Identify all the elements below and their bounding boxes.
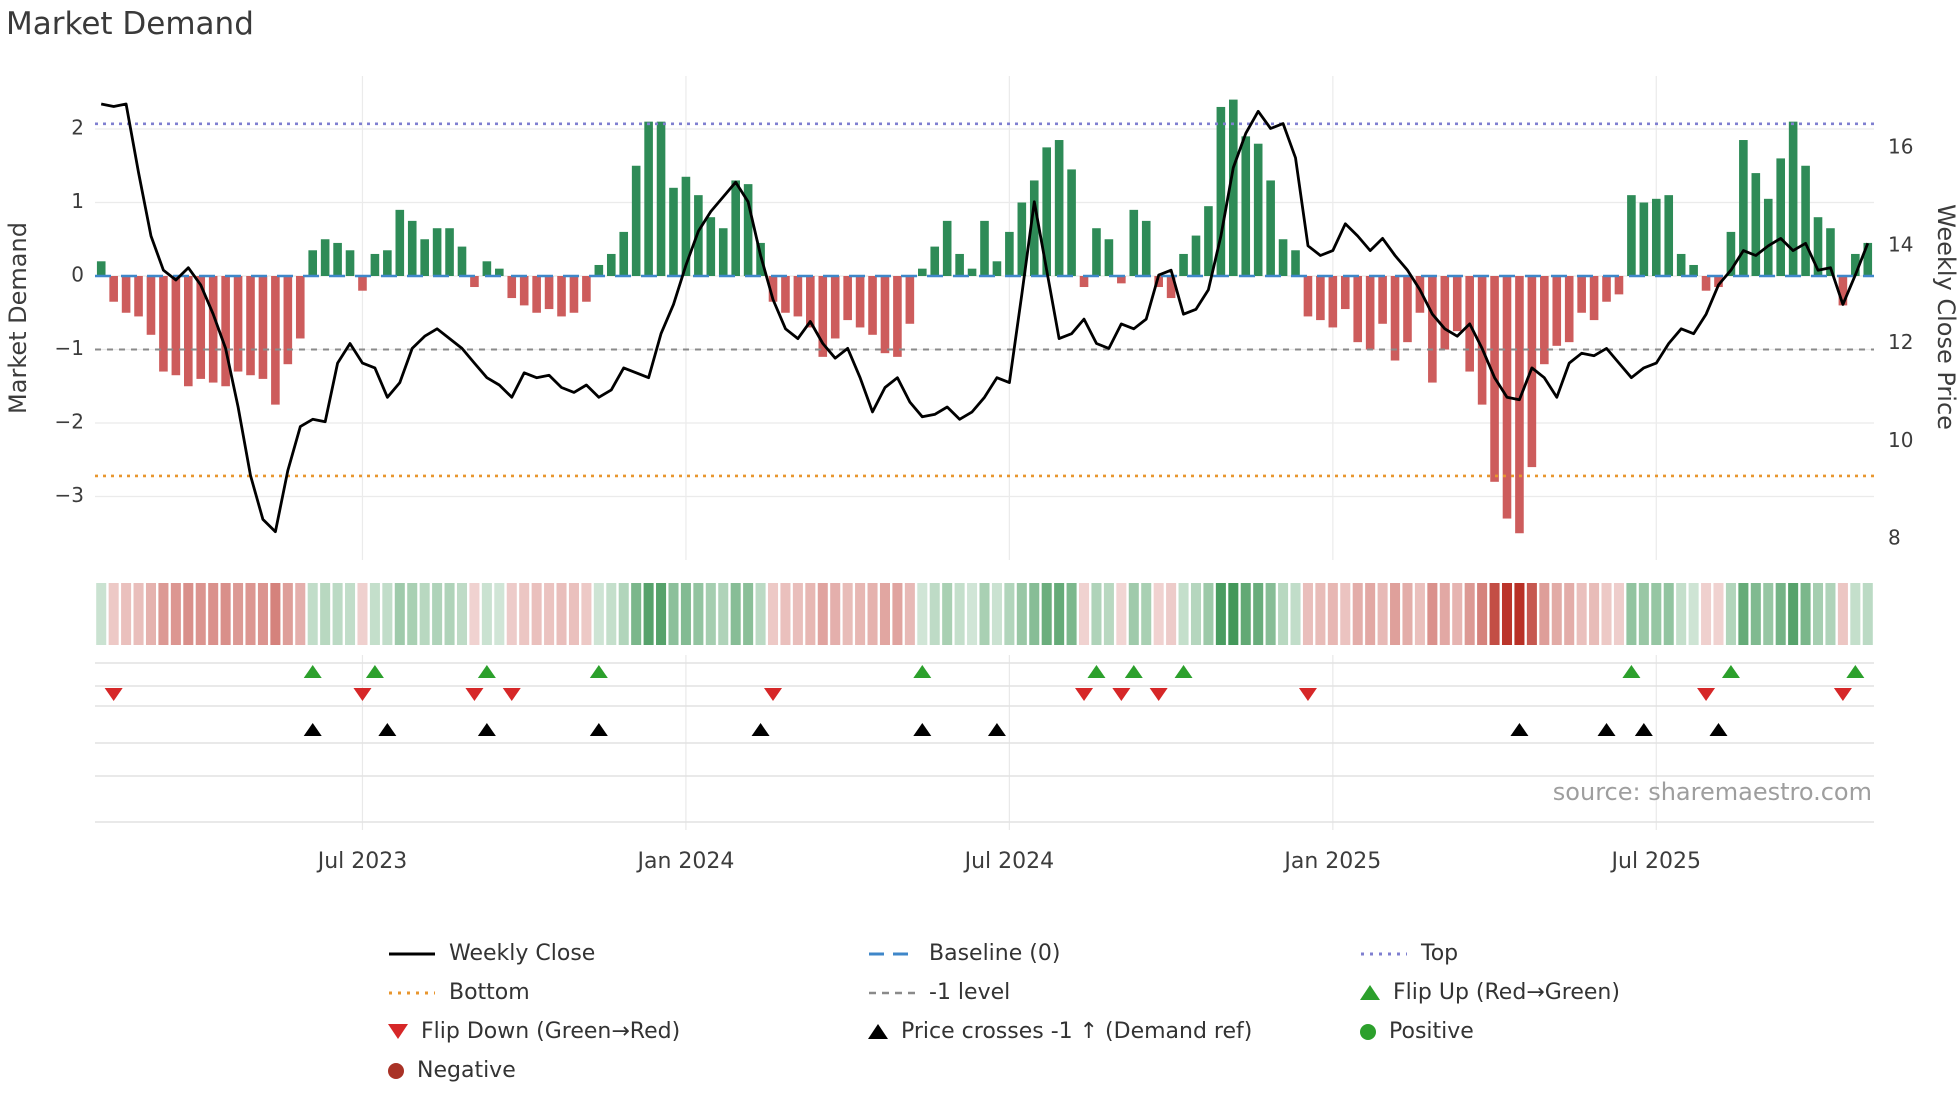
svg-text:−3: −3 <box>55 483 84 507</box>
legend-label-price-cross: Price crosses -1 ↑ (Demand ref) <box>901 1019 1253 1044</box>
svg-text:Jul 2024: Jul 2024 <box>963 849 1055 874</box>
svg-text:Jan 2025: Jan 2025 <box>1282 849 1381 874</box>
svg-text:12: 12 <box>1888 330 1913 354</box>
weekly-close-line-swatch <box>389 952 435 955</box>
legend-label-top: Top <box>1421 941 1459 966</box>
legend-label-positive: Positive <box>1389 1019 1474 1044</box>
negative-dot-icon <box>388 1062 404 1079</box>
svg-text:2: 2 <box>71 116 84 140</box>
positive-dot-icon <box>1360 1023 1376 1040</box>
minus-one-line-swatch <box>869 991 915 994</box>
svg-text:8: 8 <box>1888 526 1901 550</box>
legend-label-weekly-close: Weekly Close <box>449 941 596 966</box>
legend-label-minus-one-level: -1 level <box>929 980 1011 1005</box>
legend-item-top: Top <box>1360 941 1820 966</box>
top-line-swatch <box>1361 952 1407 955</box>
marker-panel-lines <box>95 662 1874 823</box>
gridlines <box>95 76 1874 830</box>
legend-label-baseline: Baseline (0) <box>929 941 1061 966</box>
x-axis-tick-labels: Jul 2023 Jan 2024 Jul 2024 Jan 2025 Jul 2025 <box>316 849 1701 874</box>
legend-item-flip-down: Flip Down (Green→Red) <box>388 1019 868 1044</box>
bottom-line-swatch <box>389 991 435 994</box>
legend-item-flip-up: Flip Up (Red→Green) <box>1360 980 1820 1005</box>
price-cross-triangle-icon <box>868 1024 888 1039</box>
legend-label-bottom: Bottom <box>449 980 530 1005</box>
legend-item-price-cross: Price crosses -1 ↑ (Demand ref) <box>868 1019 1360 1044</box>
chart-legend: Weekly Close Baseline (0) Top Bottom -1 <box>388 934 1820 1090</box>
legend-item-baseline: Baseline (0) <box>868 941 1360 966</box>
legend-label-negative: Negative <box>417 1058 516 1083</box>
demand-heatmap <box>96 583 1873 645</box>
legend-item-minus-one-level: -1 level <box>868 980 1360 1005</box>
svg-text:0: 0 <box>71 263 84 287</box>
chart-title: Market Demand <box>6 6 254 42</box>
svg-text:1: 1 <box>71 189 84 213</box>
legend-item-weekly-close: Weekly Close <box>388 941 868 966</box>
legend-label-flip-down: Flip Down (Green→Red) <box>421 1019 681 1044</box>
legend-item-negative: Negative <box>388 1058 868 1083</box>
source-attribution: source: sharemaestro.com <box>1552 778 1872 806</box>
legend-label-flip-up: Flip Up (Red→Green) <box>1393 980 1620 1005</box>
demand-bars <box>96 99 1873 534</box>
legend-item-positive: Positive <box>1360 1019 1820 1044</box>
svg-text:16: 16 <box>1888 135 1913 159</box>
svg-text:Jan 2024: Jan 2024 <box>635 849 734 874</box>
baseline-line-swatch <box>869 952 915 955</box>
svg-text:10: 10 <box>1888 428 1913 452</box>
svg-text:14: 14 <box>1888 232 1913 256</box>
flip-down-triangle-icon <box>388 1024 408 1039</box>
right-axis-label: Weekly Close Price <box>1932 204 1960 430</box>
reference-lines <box>95 122 1874 478</box>
legend-item-bottom: Bottom <box>388 980 868 1005</box>
left-axis-label: Market Demand <box>4 222 32 414</box>
flip-down-markers <box>104 688 1852 701</box>
svg-text:Jul 2023: Jul 2023 <box>316 849 408 874</box>
flip-up-markers <box>303 665 1865 678</box>
svg-text:−1: −1 <box>55 336 84 360</box>
svg-text:Jul 2025: Jul 2025 <box>1610 849 1702 874</box>
price-line <box>100 102 1870 534</box>
axis-titles: Market Demand Weekly Close Price <box>4 204 1960 430</box>
price-cross-markers <box>303 723 1728 736</box>
svg-text:−2: −2 <box>55 410 84 434</box>
flip-up-triangle-icon <box>1360 985 1380 1000</box>
